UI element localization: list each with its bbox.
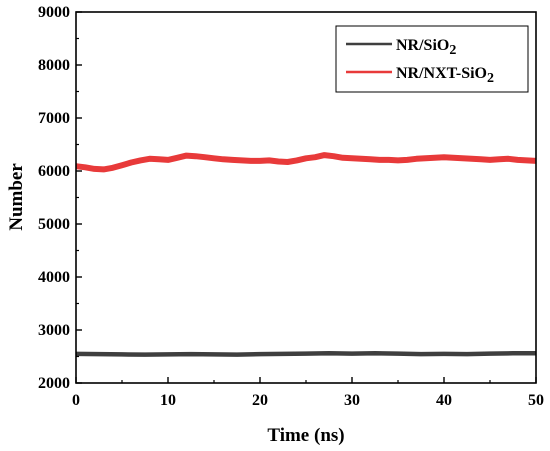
x-tick-label: 10 [160, 392, 176, 409]
x-tick-label: 0 [72, 392, 80, 409]
ticks-layer [75, 11, 537, 384]
y-tick-label: 4000 [38, 269, 70, 286]
y-tick-label: 8000 [38, 57, 70, 74]
y-tick-label: 2000 [38, 375, 70, 392]
x-tick-label: 30 [344, 392, 360, 409]
y-tick-label: 5000 [38, 216, 70, 233]
series-line-nr-sio2 [75, 351, 536, 357]
x-tick-label: 40 [436, 392, 452, 409]
x-tick-label: 50 [528, 392, 544, 409]
legend-label-nr-sio2: NR/SiO2 [396, 37, 456, 58]
legend-box [335, 25, 529, 93]
y-tick-label: 3000 [38, 322, 70, 339]
y-tick-label: 7000 [38, 110, 70, 127]
y-tick-label: 6000 [38, 163, 70, 180]
y-axis-title: Number [6, 163, 27, 231]
series-layer [75, 152, 537, 357]
legend-label-nr-nxt-sio2: NR/NXT-SiO2 [396, 65, 494, 86]
legend: NR/SiO2 NR/NXT-SiO2 [335, 25, 529, 93]
y-tick-label: 9000 [38, 4, 70, 21]
series-line-nr-nxt-sio2 [75, 152, 537, 173]
x-axis-title: Time (ns) [267, 425, 344, 446]
x-tick-label: 20 [252, 392, 268, 409]
tick-labels-layer: 0 10 20 30 40 50 2000 3000 4000 5000 6000 7000 8000 9… [38, 4, 544, 409]
